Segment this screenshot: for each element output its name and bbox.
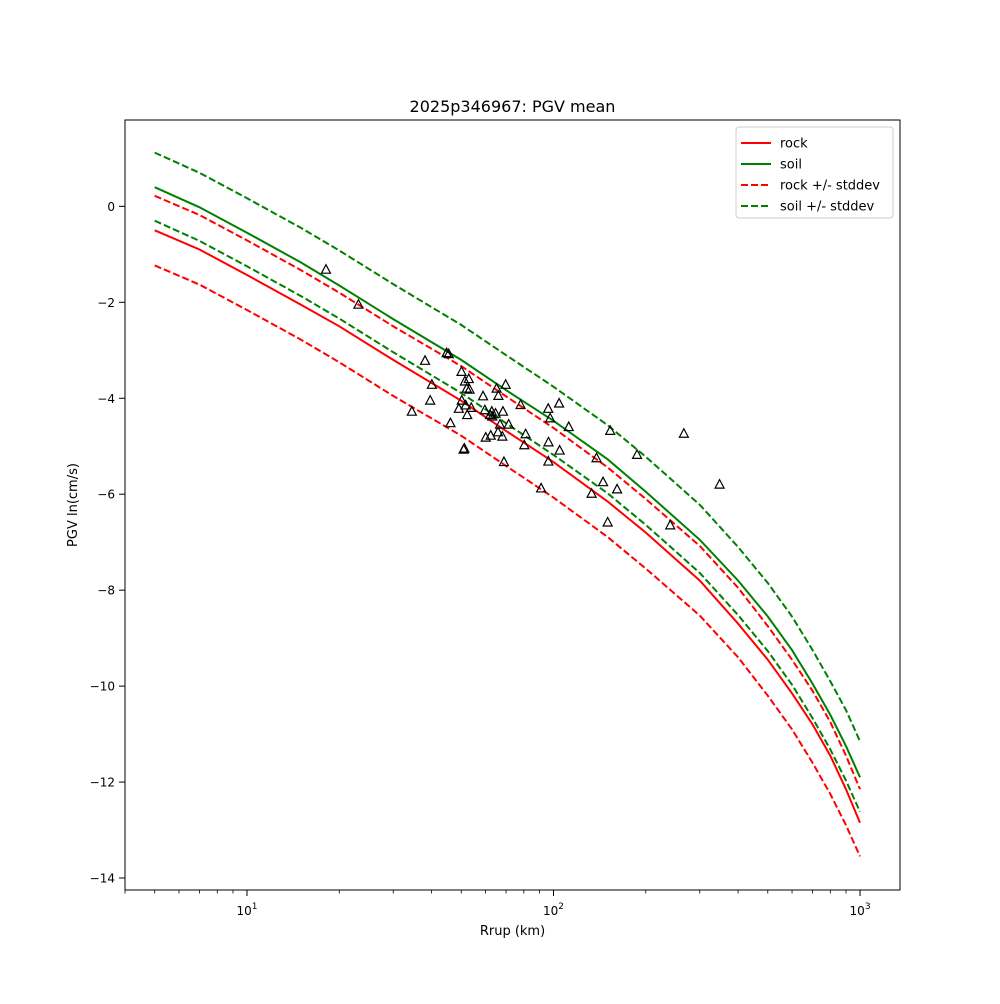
observation-point <box>485 429 497 440</box>
observation-point <box>444 416 456 428</box>
legend-box <box>735 126 894 219</box>
x-tick-label: 102 <box>543 902 564 918</box>
observation-point <box>443 347 455 359</box>
observation-point <box>542 455 554 466</box>
observation-point <box>492 389 504 400</box>
observation-point <box>544 412 556 423</box>
observation-point <box>597 475 609 487</box>
plot-frame <box>124 119 901 891</box>
observation-point <box>492 426 504 437</box>
observation-point <box>456 365 468 376</box>
y-axis: 0 −2 −4 −6 −8 −10 −12 −14 <box>90 200 125 886</box>
observation-point <box>406 405 418 416</box>
observation-point <box>464 383 475 394</box>
legend-label: soil +/- stddev <box>780 200 875 215</box>
observation-point <box>678 427 690 438</box>
observation-point <box>419 354 431 365</box>
y-tick-label: −10 <box>90 680 115 694</box>
observation-point <box>498 455 510 467</box>
observation-point <box>497 405 509 416</box>
observation-point <box>496 430 508 441</box>
legend-label: rock <box>780 137 808 152</box>
observation-point <box>461 382 473 393</box>
observation-point <box>494 418 506 429</box>
observation-point <box>554 444 566 455</box>
y-tick-label: 0 <box>107 200 115 214</box>
legend-label: rock +/- stddev <box>780 179 880 194</box>
series-line-2 <box>154 194 861 790</box>
observation-point <box>458 442 470 453</box>
x-tick-label: 101 <box>236 902 257 918</box>
observation-point <box>352 298 364 309</box>
observation-point <box>503 418 515 429</box>
observation-point <box>465 401 477 412</box>
observation-point <box>460 399 472 410</box>
observation-point <box>441 346 453 358</box>
y-axis-label: PGV ln(cm/s) <box>66 463 81 547</box>
observation-points <box>320 263 726 530</box>
series-line-4 <box>154 151 861 742</box>
observation-point <box>459 375 471 386</box>
observation-point <box>714 478 726 489</box>
observation-point <box>490 407 502 418</box>
y-tick-label: −6 <box>97 488 115 502</box>
observation-point <box>563 420 575 432</box>
observation-point <box>463 372 475 384</box>
observation-point <box>602 516 614 527</box>
observation-point <box>518 438 530 450</box>
observation-point <box>542 436 554 447</box>
observation-point <box>491 382 503 393</box>
series-line-5 <box>154 219 861 813</box>
series-line-3 <box>154 264 861 857</box>
x-axis: 101 102 103 <box>124 890 871 918</box>
observation-point <box>477 390 489 401</box>
x-axis-label: Rrup (km) <box>480 924 545 939</box>
legend: rock soil rock +/- stddev soil +/- stddev <box>735 126 894 219</box>
observation-point <box>604 424 616 435</box>
observation-point <box>479 403 491 415</box>
observation-point <box>426 378 438 389</box>
observation-point <box>320 263 332 274</box>
y-tick-label: −2 <box>97 296 115 310</box>
observation-point <box>664 519 676 530</box>
series-line-1 <box>154 186 861 778</box>
observation-point <box>520 427 532 439</box>
observation-point <box>611 483 623 494</box>
x-tick-label: 103 <box>850 902 871 918</box>
observation-point <box>461 408 473 420</box>
observation-point <box>424 394 436 405</box>
observation-point <box>515 398 527 410</box>
y-tick-label: −4 <box>97 392 115 406</box>
observation-point <box>486 410 498 421</box>
series-line-0 <box>154 229 861 824</box>
legend-label: soil <box>780 158 802 173</box>
observation-point <box>631 448 643 459</box>
y-tick-label: −12 <box>90 776 115 790</box>
y-tick-label: −8 <box>97 584 115 598</box>
observation-point <box>542 402 554 413</box>
chart-title: 2025p346967: PGV mean <box>410 97 616 116</box>
observation-point <box>456 394 468 405</box>
observation-point <box>586 487 598 498</box>
observation-point <box>590 451 602 463</box>
curves-layer <box>154 151 861 857</box>
observation-point <box>500 378 512 389</box>
observation-point <box>553 397 565 408</box>
y-tick-label: −14 <box>90 872 115 886</box>
observation-point <box>535 482 547 493</box>
